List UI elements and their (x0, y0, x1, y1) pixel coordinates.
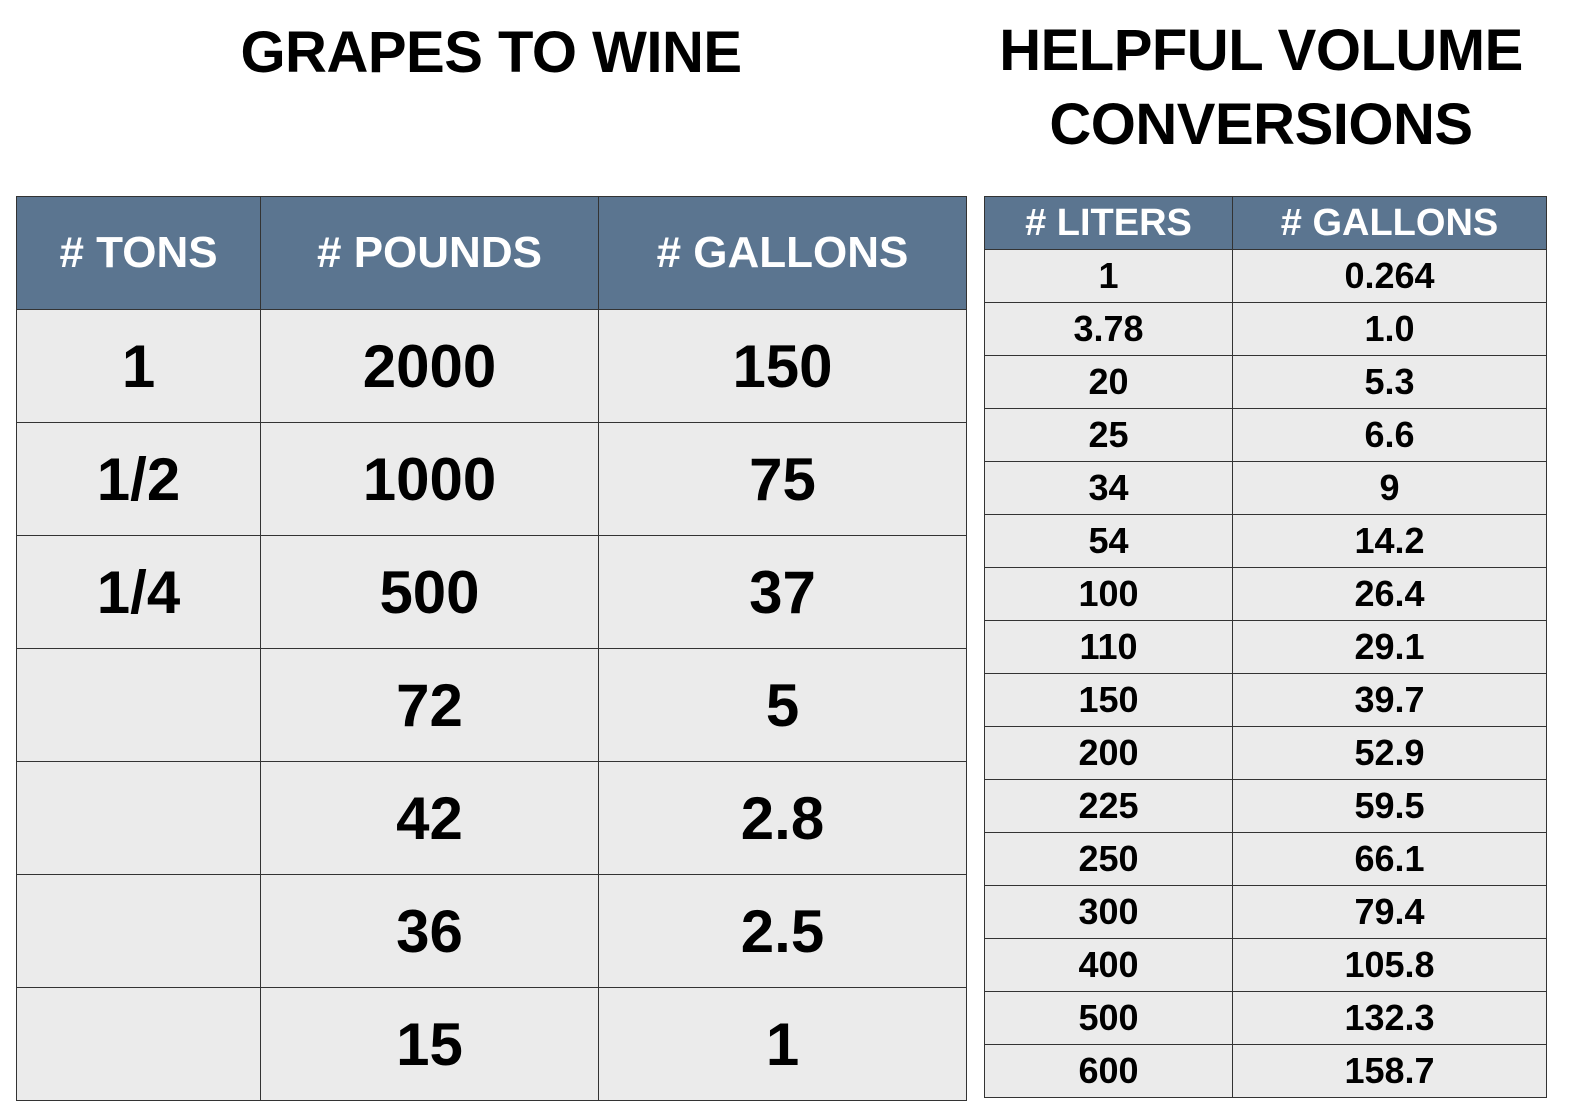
cell: 105.8 (1232, 938, 1547, 992)
cell: 54 (984, 514, 1233, 568)
cell: 79.4 (1232, 885, 1547, 939)
cell: 2.8 (598, 761, 967, 875)
cell: 26.4 (1232, 567, 1547, 621)
cell: 36 (260, 874, 599, 988)
cell (16, 874, 261, 988)
cell: 0.264 (1232, 249, 1547, 303)
left-title: GRAPES TO WINE (240, 20, 742, 85)
cell: 1.0 (1232, 302, 1547, 356)
cell: 150 (984, 673, 1233, 727)
row: 400 105.8 (984, 938, 1547, 992)
cell: 52.9 (1232, 726, 1547, 780)
row: 100 26.4 (984, 567, 1547, 621)
row: 1 0.264 (984, 249, 1547, 303)
row: 110 29.1 (984, 620, 1547, 674)
cell: 1/4 (16, 535, 261, 649)
right-title: HELPFUL VOLUME CONVERSIONS (966, 14, 1556, 162)
cell (16, 761, 261, 875)
row: 54 14.2 (984, 514, 1547, 568)
row: 3.78 1.0 (984, 302, 1547, 356)
cell: 42 (260, 761, 599, 875)
cell: 2000 (260, 309, 599, 423)
cell: 72 (260, 648, 599, 762)
cell: 6.6 (1232, 408, 1547, 462)
cell: 39.7 (1232, 673, 1547, 727)
header-cell: # GALLONS (598, 196, 967, 310)
title-line: HELPFUL VOLUME (999, 18, 1523, 83)
conversion-table: # LITERS # GALLONS 1 0.264 3.78 1.0 20 5.3 25 6.6… (984, 196, 1547, 1098)
cell: 75 (598, 422, 967, 536)
row: 72 5 (16, 648, 967, 762)
cell: 2.5 (598, 874, 967, 988)
row: 150 39.7 (984, 673, 1547, 727)
row: 250 66.1 (984, 832, 1547, 886)
header-row: # TONS # POUNDS # GALLONS (16, 196, 967, 310)
cell (16, 648, 261, 762)
cell: 1000 (260, 422, 599, 536)
cell: 66.1 (1232, 832, 1547, 886)
row: 600 158.7 (984, 1044, 1547, 1098)
cell: 29.1 (1232, 620, 1547, 674)
cell: 1 (598, 987, 967, 1101)
cell: 158.7 (1232, 1044, 1547, 1098)
row: 200 52.9 (984, 726, 1547, 780)
title-line: CONVERSIONS (1049, 92, 1473, 157)
cell: 14.2 (1232, 514, 1547, 568)
cell: 59.5 (1232, 779, 1547, 833)
header-row: # LITERS # GALLONS (984, 196, 1547, 250)
cell: 25 (984, 408, 1233, 462)
cell: 1/2 (16, 422, 261, 536)
row: 25 6.6 (984, 408, 1547, 462)
grapes-table: # TONS # POUNDS # GALLONS 1 2000 150 1/2 1000 75… (16, 196, 967, 1101)
header-cell: # LITERS (984, 196, 1233, 250)
cell (16, 987, 261, 1101)
cell: 1 (16, 309, 261, 423)
cell: 225 (984, 779, 1233, 833)
cell: 15 (260, 987, 599, 1101)
cell: 132.3 (1232, 991, 1547, 1045)
header-cell: # GALLONS (1232, 196, 1547, 250)
row: 36 2.5 (16, 874, 967, 988)
cell: 34 (984, 461, 1233, 515)
row: 15 1 (16, 987, 967, 1101)
cell: 20 (984, 355, 1233, 409)
cell: 1 (984, 249, 1233, 303)
header-cell: # POUNDS (260, 196, 599, 310)
row: 1/4 500 37 (16, 535, 967, 649)
cell: 500 (984, 991, 1233, 1045)
row: 1/2 1000 75 (16, 422, 967, 536)
row: 42 2.8 (16, 761, 967, 875)
row: 300 79.4 (984, 885, 1547, 939)
cell: 500 (260, 535, 599, 649)
cell: 5.3 (1232, 355, 1547, 409)
cell: 400 (984, 938, 1233, 992)
cell: 110 (984, 620, 1233, 674)
row: 1 2000 150 (16, 309, 967, 423)
cell: 100 (984, 567, 1233, 621)
cell: 9 (1232, 461, 1547, 515)
cell: 200 (984, 726, 1233, 780)
row: 225 59.5 (984, 779, 1547, 833)
cell: 37 (598, 535, 967, 649)
cell: 250 (984, 832, 1233, 886)
cell: 5 (598, 648, 967, 762)
cell: 300 (984, 885, 1233, 939)
row: 500 132.3 (984, 991, 1547, 1045)
row: 34 9 (984, 461, 1547, 515)
cell: 3.78 (984, 302, 1233, 356)
header-cell: # TONS (16, 196, 261, 310)
cell: 600 (984, 1044, 1233, 1098)
row: 20 5.3 (984, 355, 1547, 409)
cell: 150 (598, 309, 967, 423)
